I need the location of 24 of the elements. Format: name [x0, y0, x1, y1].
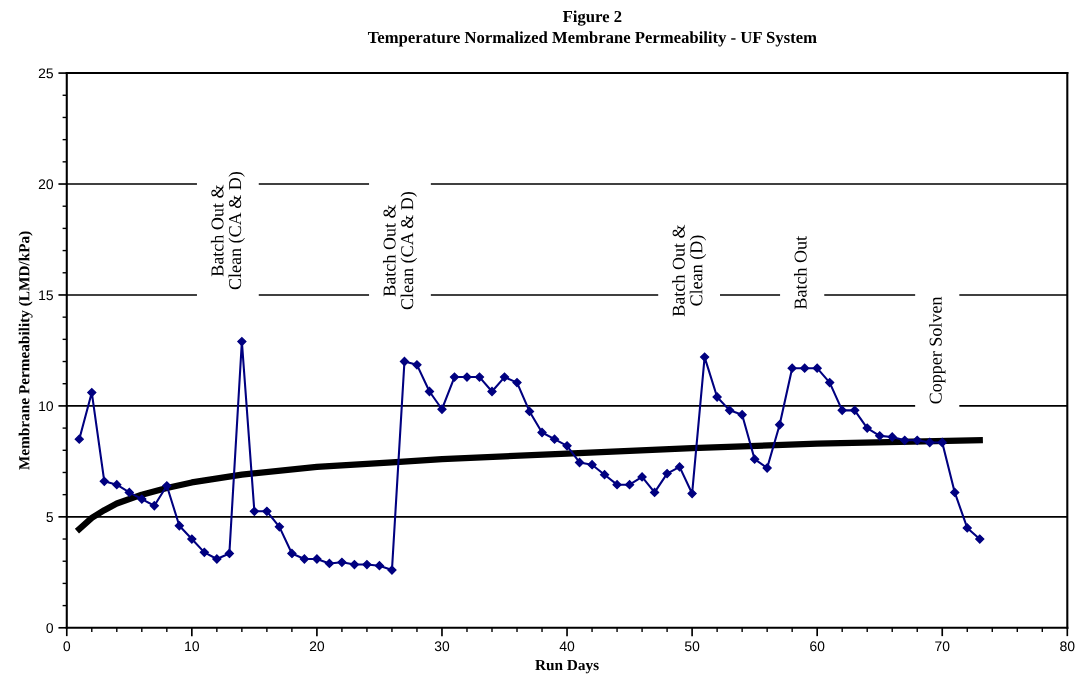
annotation: Copper Solven — [929, 296, 946, 404]
y-tick-label: 25 — [38, 68, 53, 79]
x-tick-label: 80 — [1060, 641, 1075, 652]
x-tick-label: 20 — [309, 641, 325, 652]
annotation: Batch Out & Clean (D) — [672, 224, 707, 317]
y-tick-label: 15 — [39, 290, 53, 301]
x-tick-label: 70 — [935, 641, 950, 652]
x-tick-label: 10 — [185, 641, 200, 652]
x-tick-label: 40 — [559, 641, 575, 652]
x-axis-title: Run Days — [535, 660, 599, 674]
y-tick-label: 20 — [38, 179, 54, 190]
x-tick-label: 30 — [434, 641, 450, 652]
y-tick-label: 0 — [46, 623, 54, 633]
annotation: Batch Out & Clean (CA & D) — [210, 171, 245, 290]
chart-subtitle: Temperature Normalized Membrane Permeability - UF System — [367, 31, 817, 47]
x-tick-label: 50 — [684, 641, 700, 652]
y-tick-label: 10 — [39, 401, 54, 412]
x-tick-label: 60 — [810, 641, 825, 652]
chart-title: Figure 2 — [562, 10, 622, 26]
annotation: Batch Out — [793, 236, 807, 310]
y-axis-title: Membrane Permeability (LMD/kPa) — [18, 231, 33, 470]
x-tick-label: 0 — [63, 641, 71, 652]
annotation: Batch Out & Clean (CA & D) — [382, 191, 417, 310]
y-tick-label: 5 — [46, 512, 53, 523]
